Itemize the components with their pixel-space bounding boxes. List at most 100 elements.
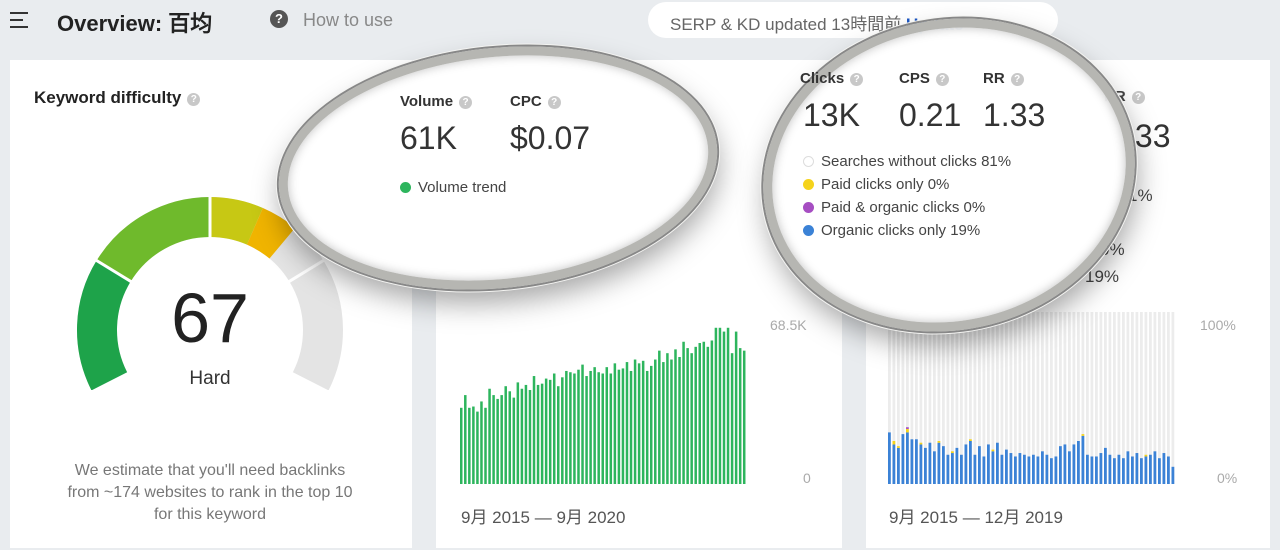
clicks-bar-segment — [1144, 454, 1148, 457]
clicks-bar-segment — [964, 444, 968, 484]
clicks-bar-segment — [1131, 456, 1134, 484]
volume-axis-min: 0 — [803, 470, 811, 486]
clicks-bar-bg — [933, 312, 936, 484]
clicks-bar-bg — [1000, 312, 1004, 484]
clicks-bar-segment — [919, 442, 923, 445]
clicks-bar-segment — [1000, 454, 1004, 484]
kd-gauge-seg-2 — [96, 197, 211, 282]
clicks-bar-bg — [1027, 312, 1031, 484]
clicks-bar-segment — [1162, 453, 1166, 484]
clicks-bar-segment — [1068, 451, 1071, 484]
cpc-value: $0.07 — [510, 120, 591, 156]
clicks-bar-bg — [1005, 312, 1008, 484]
kd-title-text: Keyword difficulty — [34, 88, 182, 107]
clicks-bar-bg — [910, 312, 914, 484]
clicks-bar-bg — [951, 312, 954, 484]
clicks-bar-segment — [892, 441, 896, 445]
kd-gauge — [77, 196, 343, 390]
volume-bar — [496, 398, 499, 484]
clicks-bar-bg — [1068, 312, 1071, 484]
clicks-bar-segment — [1090, 456, 1094, 484]
volume-bar — [548, 379, 552, 484]
clicks-bar-bg — [1122, 312, 1125, 484]
volume-bar — [468, 407, 471, 484]
volume-bar — [504, 386, 507, 484]
volume-bar — [666, 353, 669, 484]
clicks-bar-segment — [915, 439, 918, 484]
legend-item-paid-organic[interactable]: Paid & organic clicks 0% — [803, 199, 1011, 222]
clicks-bar-segment — [991, 449, 995, 452]
legend-item-no-clicks[interactable]: Searches without clicks 81% — [803, 153, 1011, 176]
clicks-bar-segment — [969, 441, 972, 484]
cpc-help-icon[interactable]: ? — [547, 96, 561, 109]
volume-bar — [540, 383, 544, 484]
kd-gauge-seg-3 — [209, 197, 263, 245]
clicks-bar-segment — [906, 432, 909, 484]
volume-bar — [714, 327, 718, 484]
how-to-use-link[interactable]: How to use — [303, 10, 394, 30]
clicks-bar-segment — [1086, 454, 1089, 484]
volume-bar — [484, 407, 487, 484]
clicks-bar-segment — [1158, 458, 1161, 484]
clicks-bar-segment — [987, 444, 990, 484]
cps-help-icon[interactable]: ? — [935, 73, 949, 86]
rr-help-icon-behind[interactable]: ? — [1131, 91, 1145, 104]
clicks-bar-bg — [1162, 312, 1166, 484]
volume-bar — [662, 362, 665, 484]
help-icon[interactable]: ? — [270, 10, 288, 28]
kd-title: Keyword difficulty? — [34, 88, 201, 108]
kd-description: We estimate that you'll need backlinks f… — [30, 460, 390, 526]
volume-bar — [552, 373, 556, 484]
clicks-bar-segment — [955, 447, 959, 484]
volume-bar — [500, 395, 503, 484]
clicks-bar-bg — [1144, 312, 1148, 484]
volume-bar — [649, 365, 653, 484]
legend-item-paid[interactable]: Paid clicks only 0% — [803, 176, 1011, 199]
clicks-bar-bg — [892, 312, 896, 484]
clicks-bar-bg — [915, 312, 918, 484]
volume-bar — [658, 350, 661, 484]
menu-icon[interactable] — [10, 12, 30, 28]
clicks-bar-segment — [1171, 466, 1175, 484]
clicks-bar-segment — [1018, 453, 1022, 484]
volume-bar — [670, 359, 673, 484]
clicks-help-icon[interactable]: ? — [850, 73, 864, 86]
legend-dot — [803, 225, 814, 236]
volume-bar — [476, 411, 479, 484]
clicks-bar-bg — [991, 312, 995, 484]
volume-bar — [528, 390, 532, 484]
volume-bar — [557, 386, 560, 484]
clicks-bar-bg — [1099, 312, 1103, 484]
clicks-bar-segment — [919, 444, 923, 484]
clicks-bar-segment — [928, 442, 932, 484]
kd-gauge-divider — [287, 258, 326, 284]
clicks-bar-segment — [1113, 458, 1116, 484]
clicks-bar-segment — [1144, 456, 1148, 484]
volume-trend-legend[interactable]: Volume trend — [400, 179, 506, 196]
clicks-bar-segment — [1050, 458, 1053, 484]
clicks-bar-bg — [1041, 312, 1044, 484]
clicks-bar-bg — [982, 312, 986, 484]
clicks-bar-segment — [1072, 444, 1076, 484]
clicks-bar-bg — [901, 312, 905, 484]
volume-bar — [480, 401, 483, 484]
kd-help-icon[interactable]: ? — [187, 93, 201, 106]
clicks-bar-segment — [1095, 456, 1098, 484]
clicks-bar-segment — [933, 451, 936, 484]
volume-help-icon[interactable]: ? — [459, 96, 473, 109]
page-title: Overview: 百均 — [57, 11, 213, 36]
rr-help-icon[interactable]: ? — [1010, 73, 1024, 86]
clicks-bar-bg — [1009, 312, 1013, 484]
volume-bar — [686, 348, 689, 484]
volume-bar — [718, 327, 722, 484]
volume-bar — [730, 353, 734, 484]
volume-bar — [573, 373, 576, 484]
volume-label: Volume? — [400, 93, 473, 110]
clicks-bar-segment — [906, 427, 909, 429]
legend-item-organic[interactable]: Organic clicks only 19% — [803, 222, 1011, 245]
volume-bar — [508, 391, 512, 484]
kd-level: Hard — [189, 368, 231, 389]
cps-value: 0.21 — [899, 97, 962, 133]
volume-bar — [690, 353, 693, 484]
clicks-bar-segment — [910, 439, 914, 484]
